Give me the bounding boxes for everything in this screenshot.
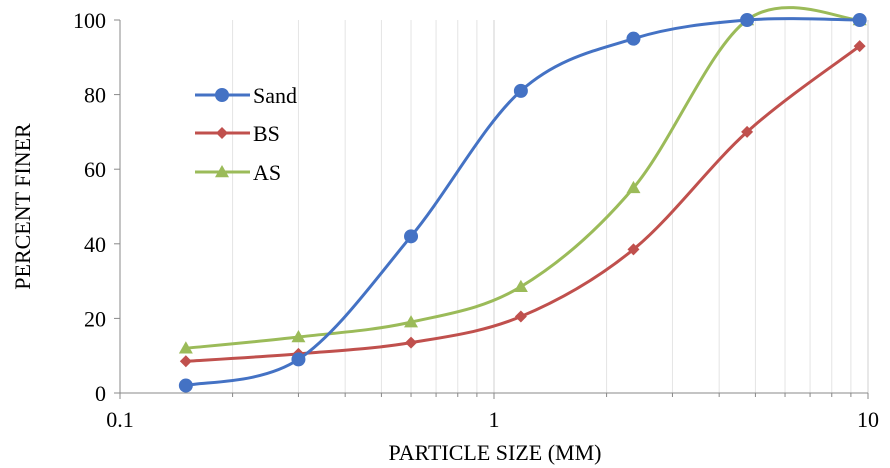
- legend-label-sand: Sand: [253, 83, 297, 108]
- y-tick-label: 20: [84, 306, 106, 331]
- legend: Sand BS AS: [195, 83, 297, 185]
- y-tick-label: 0: [95, 381, 106, 406]
- x-tick-label: 1: [489, 407, 500, 432]
- data-point-bs: [741, 125, 754, 138]
- series-layer: [178, 6, 867, 393]
- data-point-as: [626, 180, 641, 194]
- data-point-bs: [853, 40, 866, 53]
- series-line-sand: [185, 17, 860, 388]
- series-line-as: [185, 6, 860, 350]
- data-point-as: [178, 341, 193, 354]
- x-axis-title: PARTICLE SIZE (MM): [389, 440, 602, 465]
- data-point-sand: [404, 229, 419, 244]
- data-point-bs: [514, 310, 527, 323]
- data-point-as: [404, 315, 419, 328]
- grid: [119, 20, 869, 393]
- legend-label-bs: BS: [253, 121, 280, 146]
- y-tick-label: 100: [73, 8, 106, 33]
- data-point-bs: [405, 336, 418, 349]
- y-tick-label: 60: [84, 157, 106, 182]
- y-axis-title: PERCENT FINER: [10, 123, 35, 290]
- legend-item-as: AS: [195, 160, 281, 185]
- legend-label-as: AS: [253, 160, 281, 185]
- series-as: [178, 6, 867, 354]
- x-tick-label: 10: [857, 407, 879, 432]
- data-point-as: [291, 330, 306, 343]
- axes: [114, 19, 869, 399]
- data-point-sand: [178, 378, 193, 393]
- data-point-sand: [513, 83, 528, 98]
- data-point-sand: [291, 352, 306, 367]
- data-point-bs: [627, 243, 640, 256]
- legend-item-sand: Sand: [195, 83, 297, 108]
- legend-item-bs: BS: [195, 121, 280, 146]
- data-point-sand: [740, 13, 755, 27]
- data-point-bs: [179, 355, 192, 368]
- data-point-sand: [626, 31, 641, 46]
- series-sand: [178, 13, 867, 393]
- legend-marker-sand: [215, 88, 229, 102]
- y-tick-label: 40: [84, 232, 106, 257]
- legend-marker-bs: [216, 127, 228, 139]
- x-tick-label: 0.1: [106, 407, 134, 432]
- data-point-sand: [852, 13, 867, 27]
- tick-labels: 0 20 40 60 80 100 0.1 1 10: [73, 8, 879, 432]
- legend-marker-as: [215, 165, 229, 178]
- data-point-as: [513, 279, 528, 292]
- y-tick-label: 80: [84, 83, 106, 108]
